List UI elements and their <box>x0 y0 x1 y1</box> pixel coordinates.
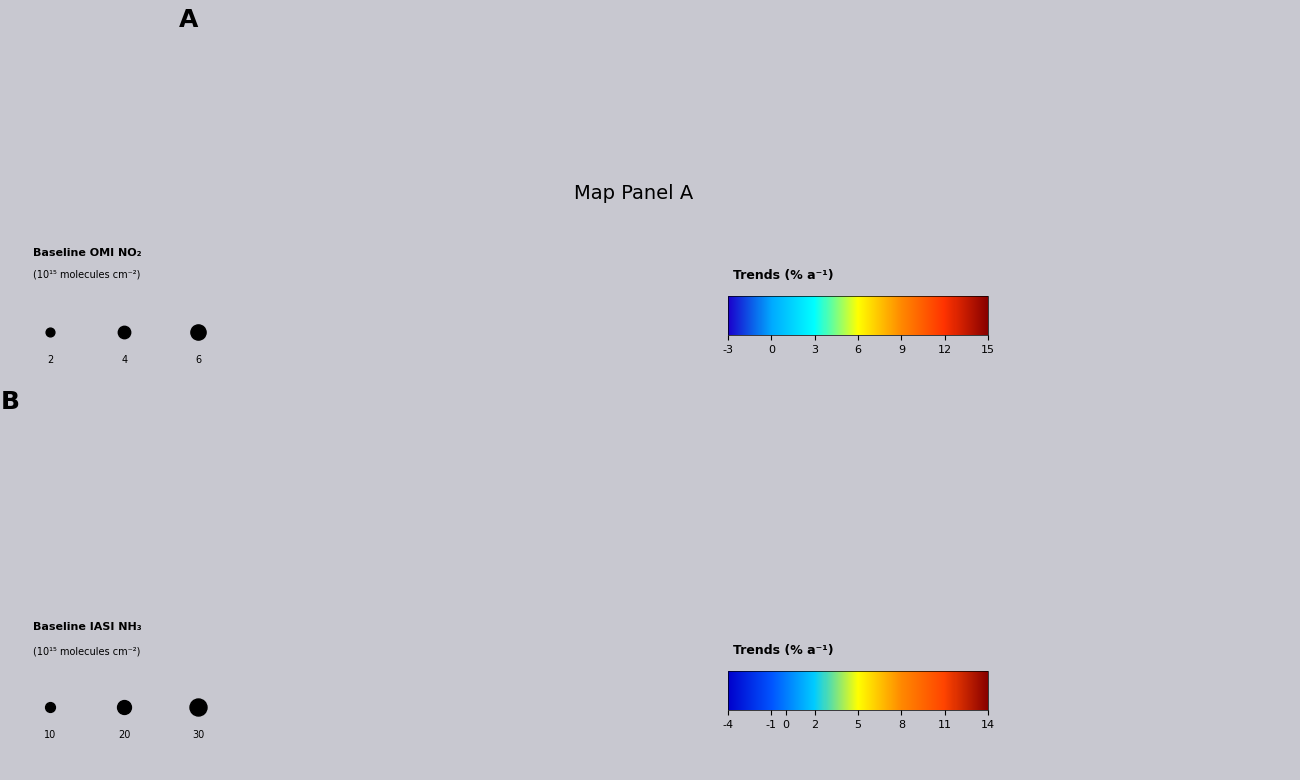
Text: 4: 4 <box>121 355 127 365</box>
Text: Baseline IASI NH₃: Baseline IASI NH₃ <box>32 622 142 633</box>
Point <box>187 326 208 339</box>
Point <box>187 700 208 713</box>
Text: Map Panel A: Map Panel A <box>575 184 694 203</box>
Point <box>39 700 60 713</box>
Point <box>114 326 134 339</box>
Text: Baseline OMI NO₂: Baseline OMI NO₂ <box>32 248 142 258</box>
Text: 10: 10 <box>44 729 56 739</box>
Text: 6: 6 <box>195 355 202 365</box>
Text: Trends (% a⁻¹): Trends (% a⁻¹) <box>733 644 833 657</box>
Point <box>114 700 134 713</box>
Point <box>39 326 60 339</box>
Text: Trends (% a⁻¹): Trends (% a⁻¹) <box>733 269 833 282</box>
Text: 30: 30 <box>192 729 204 739</box>
Text: 2: 2 <box>47 355 53 365</box>
Text: (10¹⁵ molecules cm⁻²): (10¹⁵ molecules cm⁻²) <box>32 647 140 656</box>
Text: 20: 20 <box>118 729 130 739</box>
Text: (10¹⁵ molecules cm⁻²): (10¹⁵ molecules cm⁻²) <box>32 269 140 279</box>
Text: B: B <box>0 390 20 414</box>
Text: A: A <box>179 8 199 32</box>
